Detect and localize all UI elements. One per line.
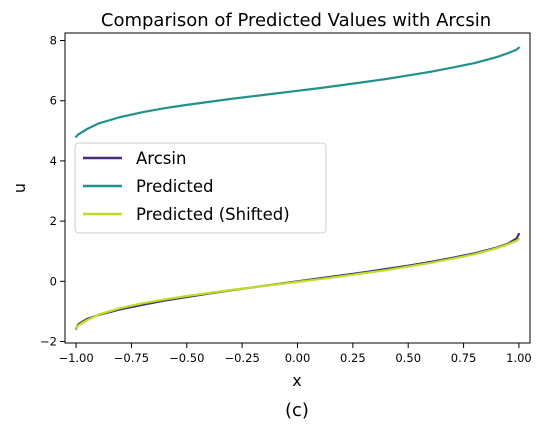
y-tick-label: 4 [50, 154, 57, 168]
plot-area: −1.00 −0.75 −0.50 −0.25 0.00 0.25 0.50 0.75 1.00… [40, 32, 532, 365]
x-tick-label: 0.00 [285, 351, 311, 365]
legend: Arcsin Predicted Predicted (Shifted) [74, 142, 327, 234]
x-axis-ticks: −1.00 −0.75 −0.50 −0.25 0.00 0.25 0.50 0.75 1.00 [58, 343, 532, 365]
x-tick-label: 0.75 [451, 351, 477, 365]
legend-frame [74, 142, 327, 234]
x-tick-label: 1.00 [506, 351, 532, 365]
figure-caption: (c) [285, 400, 309, 421]
series-layer [74, 46, 521, 330]
y-axis-ticks: −2 0 2 4 6 8 [40, 34, 65, 348]
legend-label-2: Predicted (Shifted) [136, 205, 290, 224]
y-tick-label: 6 [50, 94, 57, 108]
y-tick-label: −2 [40, 334, 57, 348]
x-tick-label: −0.75 [114, 351, 149, 365]
series-line-1 [74, 46, 521, 138]
x-tick-label: 0.50 [395, 351, 421, 365]
y-axis-label: u [10, 183, 29, 193]
y-tick-label: 2 [50, 214, 57, 228]
x-tick-label: −0.25 [225, 351, 260, 365]
x-tick-label: −0.50 [169, 351, 204, 365]
series-line-2 [74, 237, 521, 330]
y-tick-label: 8 [50, 34, 57, 48]
legend-label-1: Predicted [136, 177, 213, 196]
legend-label-0: Arcsin [136, 149, 186, 168]
x-tick-label: 0.25 [340, 351, 366, 365]
x-tick-label: −1.00 [58, 351, 93, 365]
chart-title: Comparison of Predicted Values with Arcs… [101, 10, 491, 31]
x-axis-label: x [292, 371, 301, 390]
y-tick-label: 0 [50, 274, 57, 288]
